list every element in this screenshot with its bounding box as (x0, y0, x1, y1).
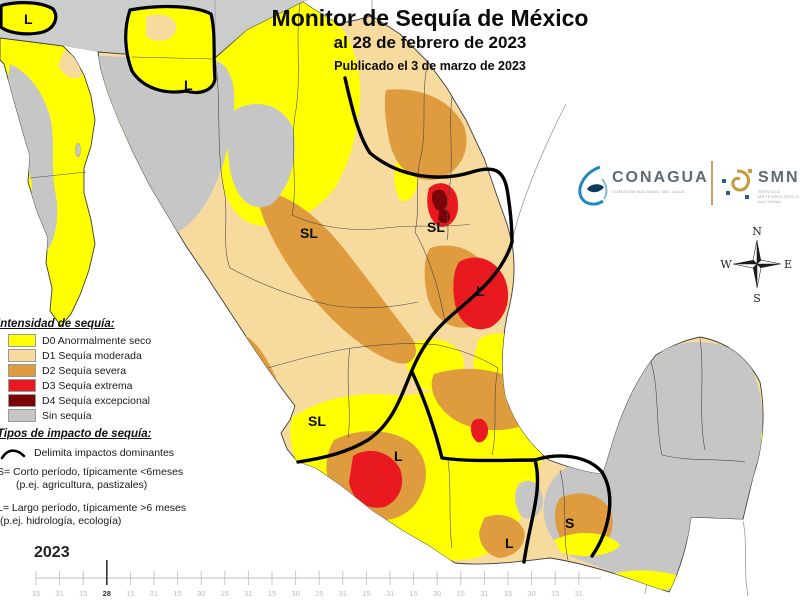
legend-swatch (8, 349, 36, 362)
timeline-tick-label: 28 (103, 589, 111, 598)
legend-item-label: D1 Sequía moderada (42, 349, 142, 362)
logos-block: CONAGUA COMISIÓN NACIONAL DEL AGUA SMN S… (572, 155, 800, 213)
smn-logo-icon (722, 169, 752, 199)
timeline: 15 31 15 28 15 31 15 30 15 31 15 30 15 31 15 31 15 30 15 31… (32, 560, 601, 598)
baja-state-line (29, 171, 87, 179)
timeline-tick-label: 31 (244, 589, 252, 598)
legend-swatch (8, 394, 36, 407)
compass-rose: N E S W (720, 225, 792, 305)
legend-item: D1 Sequía moderada (8, 349, 185, 362)
timeline-tick-label: 15 (504, 589, 512, 598)
map-label: L (394, 448, 403, 464)
impact-boundary-lines (296, 76, 612, 564)
compass-e-label: E (784, 258, 792, 271)
timeline-tick-label: 31 (150, 589, 158, 598)
legend-swatch (8, 364, 36, 377)
timeline-tick-label: 31 (55, 589, 63, 598)
baja-drought-regions (7, 50, 82, 252)
impact-short-example: (p.ej. agricultura, pastizales) (16, 479, 148, 492)
legend-item-label: D2 Sequía severa (42, 364, 127, 377)
timeline-tick-label: 31 (480, 589, 488, 598)
timeline-tick-label: 15 (32, 589, 40, 598)
timeline-tick-label: 30 (433, 589, 441, 598)
impact-boundary-curve-icon (0, 449, 26, 460)
timeline-tick-label: 15 (221, 589, 229, 598)
legend-item: D3 Sequía extrema (8, 379, 185, 392)
timeline-tick-label: 15 (551, 589, 559, 598)
map-label: L (24, 11, 33, 27)
legend-impact-title: Tipos de impacto de sequía: (0, 428, 152, 440)
timeline-tick-label: 15 (173, 589, 181, 598)
legend-impact: Tipos de impacto de sequía: Delimita imp… (0, 428, 190, 529)
state-boundaries (214, 3, 746, 561)
legend-intensity: Intensidad de sequía: D0 Anormalmente se… (0, 318, 185, 424)
smn-wordmark: SMN (758, 169, 800, 186)
timeline-tick-label: 15 (268, 589, 276, 598)
legend-intensity-rows: D0 Anormalmente seco D1 Sequía moderada D2… (0, 334, 185, 422)
legend-swatch (8, 409, 36, 422)
impact-long-example: (p.ej. hidrología, ecología) (0, 515, 122, 528)
timeline-tick-label: 31 (386, 589, 394, 598)
texas-coastline (511, 103, 567, 243)
logo-divider (711, 161, 713, 205)
smn-logo: SMN SERVICIO METEOROLÓGICO NACIONAL (758, 169, 800, 204)
compass-w-label: W (720, 258, 732, 271)
title-published: Publicado el 3 de marzo de 2023 (334, 59, 526, 74)
map-label: SL (300, 225, 318, 241)
compass-s-label: S (753, 292, 761, 305)
map-label: L (476, 283, 485, 299)
timeline-tick-label: 30 (197, 589, 205, 598)
gulf-island (75, 142, 81, 158)
legend-item-label: D3 Sequía extrema (42, 379, 133, 392)
legend-item: D0 Anormalmente seco (8, 334, 185, 347)
legend-swatch (8, 379, 36, 392)
map-label: L (505, 535, 514, 551)
timeline-tick-label: 15 (362, 589, 370, 598)
map-label: SL (308, 413, 326, 429)
timeline-tick-label: 15 (457, 589, 465, 598)
timeline-tick-label: 30 (291, 589, 299, 598)
legend-item: Sin sequía (8, 409, 185, 422)
compass-n-label: N (752, 225, 762, 238)
timeline-tick-label: 15 (315, 589, 323, 598)
legend-item-label: D0 Anormalmente seco (42, 334, 152, 347)
timeline-tick-label: 15 (79, 589, 87, 598)
border-line-through-region (131, 56, 215, 60)
conagua-subtitle: COMISIÓN NACIONAL DEL AGUA (612, 189, 686, 194)
legend-item: D4 Sequía excepcional (8, 394, 185, 407)
impact-region-nw-baja (0, 1, 58, 36)
impact-short-label: S= Corto período, típicamente <6meses (0, 466, 184, 478)
legend-item: D2 Sequía severa (8, 364, 185, 377)
conagua-logo: CONAGUA COMISIÓN NACIONAL DEL AGUA (612, 169, 709, 194)
conagua-wordmark: CONAGUA (612, 169, 709, 186)
timeline-tick-label: 31 (339, 589, 347, 598)
legend-swatch (8, 334, 36, 347)
title-block: Monitor de Sequía de México al 28 de feb… (165, 6, 695, 73)
legend-item-label: Sin sequía (42, 409, 92, 422)
map-label: S (565, 515, 574, 531)
timeline-ticks: 15 31 15 28 15 31 15 30 15 31 15 30 15 31 15 31 15 30 15 31… (32, 560, 583, 598)
timeline-tick-label: 30 (527, 589, 535, 598)
legend-item-label: D4 Sequía excepcional (42, 394, 150, 407)
title-date: al 28 de febrero de 2023 (333, 33, 527, 53)
map-label: L (184, 77, 193, 93)
smn-subtitle: SERVICIO METEOROLÓGICO NACIONAL (758, 189, 799, 204)
map-label: SL (427, 219, 445, 235)
timeline-tick-label: 15 (409, 589, 417, 598)
timeline-year-label: 2023 (34, 544, 70, 561)
impact-long-label: L= Largo período, típicamente >6 meses (0, 502, 187, 515)
conagua-logo-icon (578, 165, 608, 206)
legend-intensity-title: Intensidad de sequía: (0, 318, 115, 330)
impact-delimit-row: Delimita impactos dominantes (0, 446, 190, 461)
timeline-tick-label: 15 (126, 589, 134, 598)
impact-delimit-label: Delimita impactos dominantes (34, 446, 175, 459)
impact-region-sonora-tan-patch (146, 14, 177, 41)
map-impact-labels: L L SL SL L SL L L S (24, 11, 574, 551)
timeline-tick-label: 31 (575, 589, 583, 598)
page-title: Monitor de Sequía de México (271, 5, 589, 31)
